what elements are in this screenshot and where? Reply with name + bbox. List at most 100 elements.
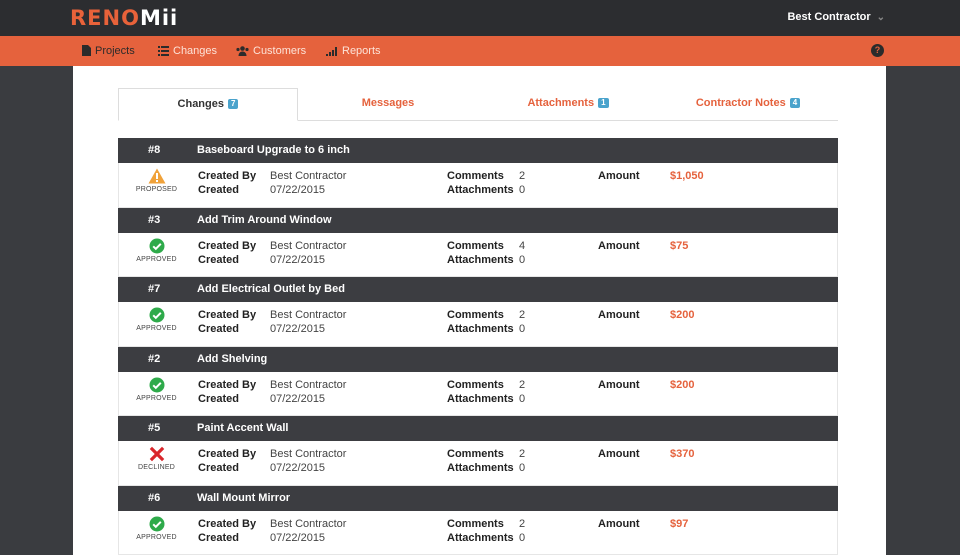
field-value: 07/22/2015 — [270, 184, 326, 196]
field-value: Best Contractor — [270, 170, 347, 182]
change-header[interactable]: #3 Add Trim Around Window — [118, 207, 838, 233]
tab-badge: 1 — [598, 98, 609, 108]
nav-label: Changes — [173, 45, 218, 57]
nav-label: Projects — [95, 45, 135, 57]
tab-attachments[interactable]: Attachments 1 — [478, 88, 658, 120]
status-badge: PROPOSED — [129, 168, 184, 193]
change-amount: $370 — [670, 448, 695, 460]
users-icon — [236, 46, 249, 56]
field-label: Attachments — [447, 392, 514, 405]
change-title[interactable]: Wall Mount Mirror — [197, 491, 291, 504]
field-label: Comments — [447, 378, 504, 391]
field-value: 0 — [519, 184, 526, 196]
app-logo[interactable]: RENOMii — [70, 6, 178, 30]
status-badge: DECLINED — [129, 446, 184, 471]
check-circle-icon — [149, 307, 164, 323]
field-value: 0 — [519, 253, 526, 266]
change-item[interactable]: #8 Baseboard Upgrade to 6 inch PROPOSED C… — [118, 138, 838, 208]
status-label: APPROVED — [136, 255, 177, 263]
tab-contractor-notes[interactable]: Contractor Notes 4 — [658, 88, 838, 120]
field-value: 0 — [519, 323, 526, 335]
field-value: 07/22/2015 — [270, 531, 326, 544]
change-header[interactable]: #7 Add Electrical Outlet by Bed — [118, 277, 838, 302]
change-details: PROPOSED Created By Best Contractor Crea… — [118, 163, 838, 208]
nav-customers[interactable]: Customers — [236, 45, 306, 57]
field-label: Attachments — [447, 462, 514, 474]
field-label: Comments — [447, 239, 504, 252]
change-header[interactable]: #8 Baseboard Upgrade to 6 inch — [118, 138, 838, 163]
nav-reports[interactable]: Reports — [326, 45, 381, 57]
status-label: APPROVED — [136, 394, 177, 402]
tab-badge: 4 — [789, 98, 801, 108]
field-label: Created — [198, 184, 239, 196]
change-title[interactable]: Baseboard Upgrade to 6 inch — [197, 144, 350, 156]
nav-projects[interactable]: Projects — [82, 45, 135, 57]
field-value: 2 — [519, 309, 526, 321]
change-title[interactable]: Paint Accent Wall — [197, 422, 289, 434]
change-item[interactable]: #5 Paint Accent Wall DECLINED Created By … — [118, 416, 838, 486]
nav-label: Contractor Notes — [695, 97, 786, 109]
logo-text: Mii — [139, 6, 179, 30]
warning-icon — [148, 168, 165, 184]
change-title[interactable]: Add Trim Around Window — [197, 213, 332, 226]
bar-chart-icon — [326, 47, 337, 56]
nav-label: Reports — [342, 45, 381, 57]
field-label: Created By — [198, 239, 257, 252]
field-label: Amount — [598, 448, 640, 460]
nav-label: Changes — [177, 98, 224, 110]
field-label: Created — [198, 323, 239, 335]
field-label: Amount — [598, 517, 640, 530]
change-header[interactable]: #2 Add Shelving — [118, 346, 838, 372]
change-item[interactable]: #6 Wall Mount Mirror APPROVED Created By … — [118, 485, 838, 555]
change-header[interactable]: #5 Paint Accent Wall — [118, 416, 838, 441]
change-details: APPROVED Created By Best Contractor Crea… — [118, 371, 838, 416]
file-icon — [82, 45, 91, 56]
help-icon[interactable]: ? — [871, 44, 884, 57]
nav-changes[interactable]: Changes — [158, 45, 217, 57]
field-label: Created — [198, 531, 239, 544]
change-title[interactable]: Add Electrical Outlet by Bed — [197, 283, 345, 295]
field-label: Amount — [598, 170, 640, 182]
change-item[interactable]: #2 Add Shelving APPROVED Created By Best … — [118, 346, 838, 416]
change-number: #7 — [148, 283, 161, 295]
change-header[interactable]: #6 Wall Mount Mirror — [118, 485, 838, 511]
field-label: Amount — [598, 239, 640, 252]
nav-label: Messages — [361, 97, 415, 109]
x-mark-icon — [149, 446, 164, 462]
field-label: Attachments — [447, 253, 514, 266]
user-menu[interactable]: Best Contractor ⌄ — [787, 11, 885, 23]
field-label: Created — [198, 392, 239, 405]
field-value: Best Contractor — [270, 448, 347, 460]
field-value: 07/22/2015 — [270, 462, 326, 474]
user-name: Best Contractor — [787, 11, 871, 23]
main-nav: Projects Changes Customers Reports ? — [0, 36, 960, 66]
change-title[interactable]: Add Shelving — [197, 352, 268, 365]
tab-badge: 7 — [228, 99, 239, 109]
change-item[interactable]: #3 Add Trim Around Window APPROVED Create… — [118, 207, 838, 277]
field-value: 07/22/2015 — [270, 323, 326, 335]
field-label: Amount — [598, 309, 640, 321]
field-label: Created By — [198, 170, 257, 182]
change-details: DECLINED Created By Best Contractor Crea… — [118, 441, 838, 486]
change-item[interactable]: #7 Add Electrical Outlet by Bed APPROVED … — [118, 277, 838, 347]
change-number: #8 — [148, 144, 161, 156]
field-value: 4 — [519, 239, 526, 252]
change-number: #3 — [148, 213, 161, 226]
field-value: Best Contractor — [270, 239, 347, 252]
tab-bar: Changes 7 Messages Attachments 1 Contracto… — [118, 88, 838, 121]
change-amount: $97 — [670, 517, 689, 530]
status-label: PROPOSED — [135, 186, 178, 193]
change-amount: $200 — [670, 309, 695, 321]
change-amount: $1,050 — [670, 170, 704, 182]
field-value: 0 — [519, 392, 526, 405]
field-value: Best Contractor — [270, 517, 347, 530]
status-badge: APPROVED — [129, 377, 184, 402]
field-value: 2 — [519, 517, 526, 530]
list-icon — [158, 46, 169, 56]
field-label: Created — [198, 253, 239, 266]
content-panel: Changes 7 Messages Attachments 1 Contracto… — [73, 66, 886, 555]
tab-messages[interactable]: Messages — [298, 88, 478, 120]
tab-changes[interactable]: Changes 7 — [118, 88, 298, 121]
field-value: Best Contractor — [270, 378, 347, 391]
change-number: #6 — [148, 491, 161, 504]
